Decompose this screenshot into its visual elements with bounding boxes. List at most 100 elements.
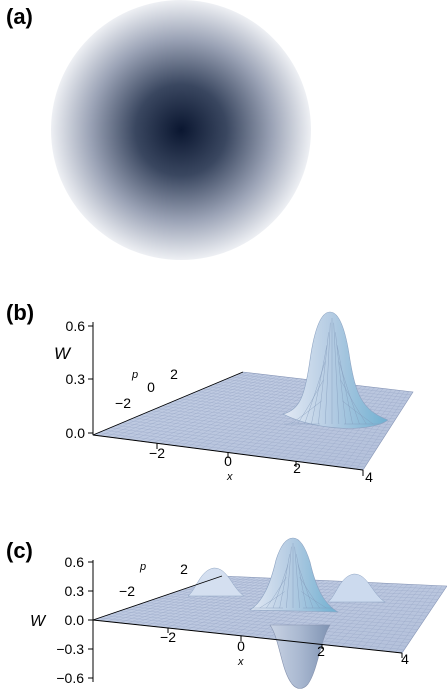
plane-c-grid-line xyxy=(334,583,399,646)
peak-b xyxy=(282,311,389,429)
peak-b-mesh-line xyxy=(342,400,374,425)
peak-b-mesh-line xyxy=(290,400,322,425)
peak-b-mesh-line xyxy=(340,379,367,425)
plane-c-grid-line xyxy=(173,578,281,629)
xtick-b-2: 2 xyxy=(293,460,301,476)
plane-c-grid-line xyxy=(368,584,423,650)
plane-b-grid-line xyxy=(167,377,290,445)
plane-b-grid-line xyxy=(187,378,303,448)
side-peak-left xyxy=(187,567,245,597)
xtick-c-2: 2 xyxy=(317,643,325,659)
peak-b-mesh-line xyxy=(311,345,328,425)
plane-b-grid-line xyxy=(207,380,316,451)
plane-b-grid-line xyxy=(356,391,409,470)
plane-b-grid-line xyxy=(335,389,397,467)
peak-b-mesh-line xyxy=(338,361,360,425)
wtick-b-2: 0.6 xyxy=(66,318,86,334)
xtick-c-0: −2 xyxy=(160,629,176,645)
peak-b-mesh-line xyxy=(304,361,326,425)
plane-b-grid-line xyxy=(126,374,265,440)
plabel-b: p xyxy=(131,369,138,381)
panel-label-b: (b) xyxy=(6,300,35,325)
plane-b-grid-line xyxy=(106,372,252,437)
peak-c-mesh-line xyxy=(299,576,320,609)
xtick-b-0: −2 xyxy=(149,445,165,461)
xtick-c-3: 4 xyxy=(401,651,409,667)
plane-b-grid-line xyxy=(180,378,299,447)
panel-label-a: (a) xyxy=(6,4,33,29)
peak-b-mesh-line xyxy=(324,322,331,425)
plane-c-grid-line xyxy=(354,584,413,649)
p-axis-c xyxy=(92,575,223,621)
plane-c-grid-line xyxy=(160,578,271,628)
x-axis-c xyxy=(92,619,403,654)
ptick-c-1: 2 xyxy=(180,561,188,577)
plane-b-grid-line xyxy=(173,377,295,446)
peak-c xyxy=(249,537,339,613)
plane-b-grid-line xyxy=(342,390,401,468)
peak-c-mesh-line xyxy=(286,546,292,609)
plane-b-grid-line xyxy=(200,379,312,450)
peak-c-mesh-line xyxy=(272,564,289,609)
wlabel-c: W xyxy=(30,613,47,630)
peak-b-mesh-line xyxy=(297,379,324,425)
panel-c: 0.6 0.3 0.0 −0.3 −0.6 W −2 2 p −2 0 2 4 … xyxy=(30,537,447,689)
panel-b: 0.0 0.3 0.6 W −2 0 2 p −2 0 2 4 x xyxy=(54,311,414,485)
plane-b-grid-line xyxy=(140,375,273,442)
wigner-disk xyxy=(51,0,311,260)
grid-b xyxy=(98,372,412,470)
peak-c-mesh-line xyxy=(266,576,287,609)
peak-mesh-b xyxy=(284,318,380,425)
peak-b-mesh-line xyxy=(335,332,346,425)
wtick-c-0: 0.6 xyxy=(65,554,85,570)
wtick-c-4: −0.6 xyxy=(56,670,84,686)
plane-b-grid-line xyxy=(119,373,261,439)
ptick-b-2: 2 xyxy=(170,366,178,382)
p-axis-b xyxy=(92,371,244,436)
wlabel-b: W xyxy=(54,344,72,363)
peak-c-mesh-line xyxy=(279,554,290,609)
plane-b-grid-line xyxy=(133,374,269,441)
plane-c-grid-line xyxy=(146,577,262,626)
wtick-b-1: 0.3 xyxy=(66,371,86,387)
plane-c-grid-line xyxy=(374,585,428,651)
wtick-c-2: 0.0 xyxy=(65,612,85,628)
plane-b-grid-line xyxy=(113,373,256,438)
plane-b-grid-line xyxy=(214,380,320,451)
plane-c-grid-line xyxy=(327,583,394,646)
ptick-c-0: −2 xyxy=(119,583,135,599)
plane-c-grid-line xyxy=(153,577,267,627)
plane-c-grid-line xyxy=(361,584,418,649)
side-peak-right xyxy=(327,573,386,603)
ptick-b-0: −2 xyxy=(115,395,131,411)
plane-c-grid-line xyxy=(381,585,433,651)
plane-c-grid-line xyxy=(341,583,404,647)
peak-b-mesh-line xyxy=(336,345,353,425)
plane-c-grid-line xyxy=(395,585,443,653)
plane-b-grid-line xyxy=(153,376,282,444)
peak-c-mesh-line xyxy=(294,546,300,609)
wtick-c-3: −0.3 xyxy=(56,641,84,657)
plane-c-grid-line xyxy=(139,577,257,626)
xtick-c-1: 0 xyxy=(237,638,245,654)
plane-c-grid-line xyxy=(321,583,389,645)
xlabel-c: x xyxy=(237,656,244,668)
peak-mesh-c xyxy=(252,543,334,609)
panel-a xyxy=(51,0,311,260)
plane-b-grid-line xyxy=(146,375,278,443)
peak-b-mesh-line xyxy=(333,322,340,425)
plane-b-grid-line xyxy=(349,390,405,469)
panel-label-c: (c) xyxy=(6,538,33,563)
peak-c-mesh-line xyxy=(296,554,307,609)
peak-c-mesh-line xyxy=(301,591,327,609)
plane-b-grid-line xyxy=(160,376,286,444)
plane-c-grid-line xyxy=(388,585,438,652)
plane-c-grid-line xyxy=(348,584,408,648)
ptick-b-1: 0 xyxy=(147,379,155,395)
wtick-c-1: 0.3 xyxy=(65,583,85,599)
plane-b-grid-line xyxy=(99,372,248,437)
xtick-b-3: 4 xyxy=(365,469,373,485)
xlabel-b: x xyxy=(226,471,233,483)
plane-c-grid-line xyxy=(166,578,276,629)
